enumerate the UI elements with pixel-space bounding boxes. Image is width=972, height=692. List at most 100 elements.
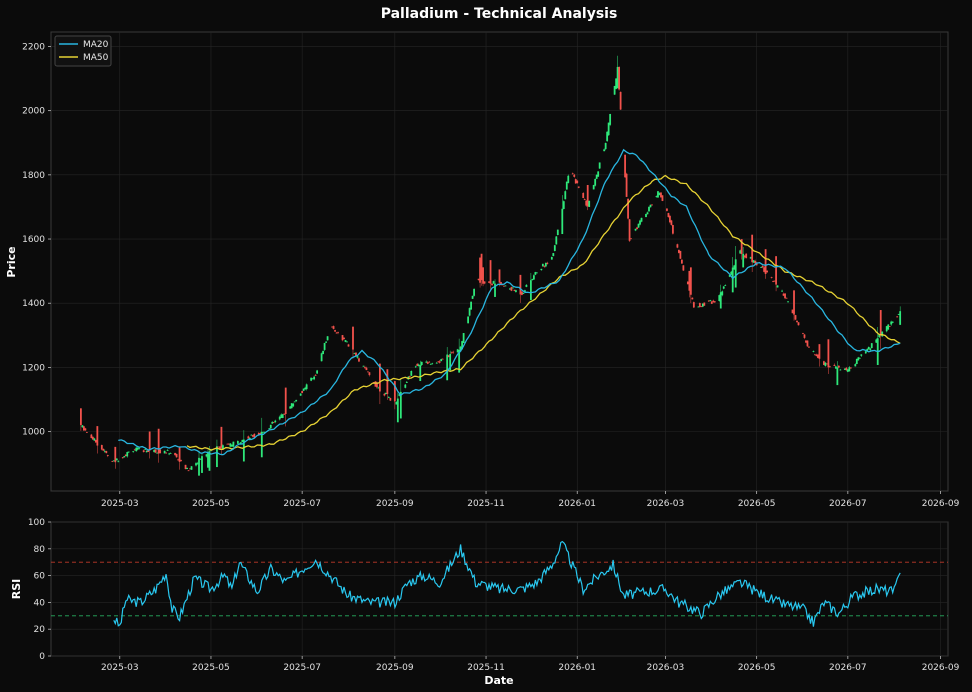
price-legend: MA20 MA50 xyxy=(54,35,112,67)
candle-body xyxy=(216,446,218,468)
candle-body xyxy=(153,449,156,453)
price-x-tick-label: 2026-03 xyxy=(647,499,685,509)
candle-body xyxy=(477,278,480,281)
candle-body xyxy=(784,293,786,299)
candle-body xyxy=(890,321,893,325)
candle-body xyxy=(148,431,151,451)
candle-body xyxy=(229,443,232,447)
candle-body xyxy=(498,269,501,283)
candle-body xyxy=(607,122,610,136)
candle-body xyxy=(80,408,82,426)
candle-body xyxy=(657,191,659,198)
candle-body xyxy=(574,179,577,184)
candle-body xyxy=(808,346,810,348)
candle-body xyxy=(817,354,819,358)
candle-body xyxy=(220,426,223,448)
candle-body xyxy=(268,428,271,430)
candle-body xyxy=(428,361,431,363)
candle-body xyxy=(452,351,455,353)
candle-body xyxy=(679,250,682,259)
candle-body xyxy=(398,394,401,396)
candle-body xyxy=(867,346,870,350)
candle-body xyxy=(812,351,815,352)
candle-body xyxy=(879,310,882,336)
candle-body xyxy=(760,267,763,268)
candle-body xyxy=(323,342,326,350)
candle-body xyxy=(764,249,767,275)
candle-body xyxy=(123,456,126,458)
candle-body xyxy=(658,192,661,195)
candle-body xyxy=(396,398,399,423)
candle-body xyxy=(761,265,764,268)
candle-body xyxy=(346,341,348,343)
candle-body xyxy=(787,301,789,303)
rsi-y-tick-label: 80 xyxy=(34,545,46,555)
candle-body xyxy=(314,374,317,376)
rsi-grid xyxy=(51,521,948,657)
price-y-axis-label: Price xyxy=(5,246,18,277)
candle-body xyxy=(891,321,894,323)
candle-body xyxy=(114,446,117,463)
candle-body xyxy=(707,300,710,302)
candle-body xyxy=(461,341,464,350)
candle-body xyxy=(82,426,85,431)
candle-body xyxy=(864,351,867,354)
candle-body xyxy=(295,399,298,402)
candle-body xyxy=(198,457,200,476)
candle-body xyxy=(347,344,350,347)
candle-body xyxy=(535,272,538,274)
rsi-y-axis-label: RSI xyxy=(10,579,23,600)
candle-body xyxy=(299,393,302,396)
candle-body xyxy=(228,443,230,445)
rsi-x-tick-label: 2026-07 xyxy=(829,663,867,673)
candle-body xyxy=(583,199,586,200)
candle-body xyxy=(640,217,643,222)
candle-body xyxy=(488,281,490,283)
price-x-tick-label: 2025-05 xyxy=(192,499,230,509)
candle-body xyxy=(843,368,846,370)
candle-body xyxy=(362,365,365,367)
candle-body xyxy=(332,326,335,329)
candle-body xyxy=(586,184,589,207)
candle-body xyxy=(353,353,356,355)
candle-body xyxy=(648,206,650,212)
ma20-line xyxy=(118,148,901,456)
candle-body xyxy=(103,450,106,452)
candle-body xyxy=(722,286,725,289)
rsi-y-tick-label: 0 xyxy=(39,652,45,662)
candle-body xyxy=(770,277,773,278)
candle-body xyxy=(814,354,816,356)
legend-ma50-label: MA50 xyxy=(83,53,109,63)
price-x-ticks: 2025-03 2025-05 2025-07 2025-09 2025-11 2026-… xyxy=(101,491,960,509)
candle-body xyxy=(630,238,632,240)
candle-body xyxy=(187,470,190,472)
candle-body xyxy=(594,178,597,186)
candle-body xyxy=(230,444,233,447)
candle-body xyxy=(802,333,804,334)
candle-body xyxy=(613,85,616,95)
legend-ma20-label: MA20 xyxy=(83,40,109,50)
candle-body xyxy=(232,441,235,447)
candle-body xyxy=(827,339,830,368)
rsi-x-tick-label: 2026-03 xyxy=(647,663,685,673)
rsi-x-tick-label: 2026-05 xyxy=(738,663,776,673)
candle-body xyxy=(543,265,546,267)
candle-body xyxy=(562,201,565,209)
candle-body xyxy=(513,289,516,291)
candle-body xyxy=(609,114,612,125)
candle-body xyxy=(567,175,570,183)
candle-body xyxy=(860,354,863,356)
candle-body xyxy=(561,208,564,235)
candle-body xyxy=(869,348,872,351)
candle-body xyxy=(550,256,553,260)
candle-body xyxy=(132,451,135,453)
candle-body xyxy=(881,331,884,337)
candle-body xyxy=(489,260,492,284)
candle-body xyxy=(510,287,513,291)
candle-body xyxy=(899,311,902,325)
candle-body xyxy=(556,229,559,235)
candle-body xyxy=(310,377,313,381)
candle-body xyxy=(154,449,157,453)
candle-body xyxy=(93,438,96,441)
candle-body xyxy=(878,334,881,338)
